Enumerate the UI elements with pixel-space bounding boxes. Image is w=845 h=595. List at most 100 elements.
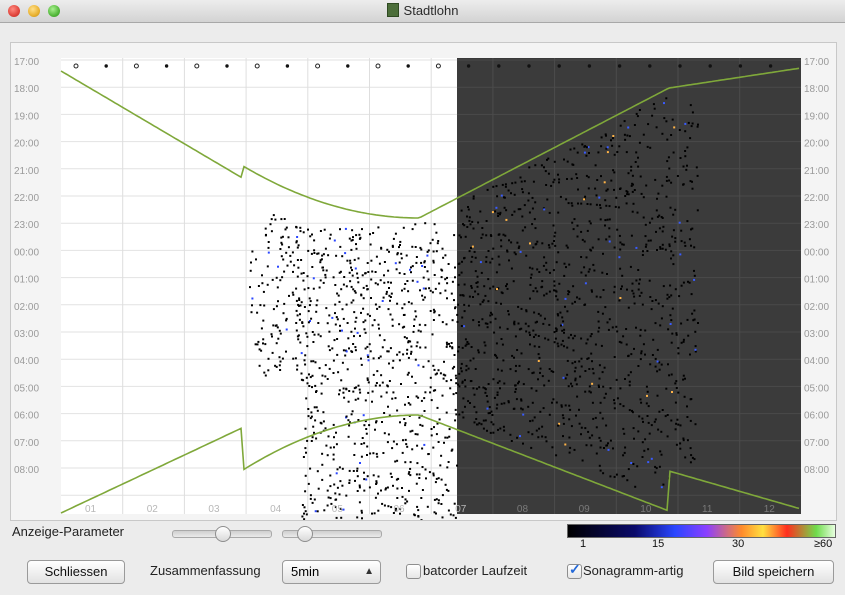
- activity-mark: [494, 210, 497, 213]
- zoom-window-icon[interactable]: [48, 5, 60, 17]
- activity-mark: [376, 455, 379, 458]
- activity-mark: [607, 442, 609, 445]
- activity-mark: [390, 476, 393, 478]
- activity-mark: [618, 256, 621, 259]
- activity-mark: [453, 502, 456, 505]
- activity-mark: [398, 359, 401, 362]
- activity-mark: [587, 146, 590, 149]
- activity-mark: [462, 397, 465, 400]
- activity-mark: [563, 345, 565, 348]
- activity-mark: [285, 226, 288, 229]
- summary-select[interactable]: 5min ▲: [282, 560, 381, 584]
- activity-mark: [356, 469, 359, 472]
- activity-mark: [642, 196, 645, 199]
- activity-mark: [427, 360, 430, 363]
- activity-mark: [282, 258, 285, 261]
- batcorder-checkbox[interactable]: [406, 564, 421, 579]
- activity-mark: [296, 259, 299, 261]
- activity-mark: [502, 425, 505, 428]
- param-slider-1[interactable]: [172, 526, 272, 542]
- activity-mark: [367, 271, 370, 273]
- activity-mark: [619, 403, 622, 406]
- activity-mark: [358, 484, 361, 487]
- activity-mark: [258, 364, 261, 367]
- activity-mark: [435, 477, 438, 480]
- activity-mark: [469, 402, 471, 404]
- activity-mark: [618, 299, 621, 302]
- activity-mark: [463, 283, 466, 286]
- activity-mark: [454, 408, 457, 411]
- activity-mark: [332, 372, 335, 374]
- activity-mark: [407, 396, 409, 398]
- minimize-window-icon[interactable]: [28, 5, 40, 17]
- activity-mark: [375, 420, 378, 423]
- activity-mark: [317, 333, 320, 336]
- activity-mark: [656, 215, 659, 218]
- activity-mark: [334, 303, 337, 306]
- activity-mark: [463, 303, 466, 306]
- close-button[interactable]: Schliessen: [27, 560, 125, 584]
- activity-mark: [499, 213, 501, 216]
- activity-mark: [345, 350, 348, 353]
- activity-mark: [694, 345, 697, 348]
- activity-mark: [338, 393, 340, 396]
- activity-mark: [626, 193, 629, 196]
- activity-mark: [642, 133, 645, 136]
- activity-mark: [619, 241, 622, 244]
- activity-mark: [416, 280, 419, 283]
- close-window-icon[interactable]: [8, 5, 20, 17]
- activity-mark: [301, 504, 304, 506]
- activity-mark: [348, 424, 351, 427]
- activity-mark: [553, 160, 556, 163]
- activity-plot: 17:00 18:00 19:00 20:00 21:00 22:00 23:00 00:00…: [10, 42, 837, 521]
- activity-mark: [489, 321, 492, 324]
- activity-mark: [274, 218, 277, 221]
- activity-mark: [341, 484, 344, 487]
- activity-mark: [442, 373, 445, 376]
- activity-mark: [467, 400, 470, 403]
- activity-mark: [694, 330, 697, 333]
- activity-mark: [322, 253, 325, 256]
- activity-mark: [472, 197, 475, 200]
- activity-mark: [637, 165, 640, 168]
- activity-mark: [671, 235, 674, 238]
- activity-mark: [463, 257, 465, 260]
- activity-mark: [495, 185, 498, 188]
- activity-mark: [304, 363, 307, 366]
- activity-mark: [314, 510, 317, 513]
- activity-mark: [411, 228, 414, 231]
- save-image-button[interactable]: Bild speichern: [713, 560, 834, 584]
- sonagramm-checkbox[interactable]: ✓: [567, 561, 582, 579]
- activity-mark: [585, 256, 588, 259]
- activity-mark: [560, 324, 562, 327]
- activity-mark: [295, 329, 298, 332]
- activity-mark: [413, 514, 416, 517]
- activity-mark: [638, 282, 641, 285]
- activity-mark: [429, 242, 432, 245]
- activity-mark: [678, 295, 681, 298]
- activity-mark: [616, 228, 619, 231]
- activity-mark: [263, 304, 266, 307]
- activity-mark: [518, 364, 521, 367]
- activity-mark: [686, 220, 689, 223]
- activity-mark: [417, 515, 420, 517]
- activity-mark: [485, 220, 488, 222]
- y-tick-label: 06:00: [804, 411, 829, 422]
- activity-mark: [496, 356, 499, 359]
- activity-mark: [340, 516, 343, 519]
- activity-mark: [570, 333, 572, 336]
- activity-mark: [360, 311, 362, 314]
- activity-mark: [250, 261, 252, 264]
- slider-2-knob[interactable]: [297, 526, 313, 542]
- activity-mark: [312, 360, 315, 363]
- activity-mark: [359, 462, 361, 464]
- activity-mark: [389, 313, 392, 316]
- activity-mark: [408, 471, 411, 474]
- param-slider-2[interactable]: [282, 526, 382, 542]
- activity-mark: [354, 349, 357, 352]
- activity-mark: [360, 511, 363, 514]
- activity-mark: [601, 271, 604, 274]
- activity-mark: [547, 157, 550, 160]
- activity-mark: [563, 274, 566, 277]
- slider-1-knob[interactable]: [215, 526, 231, 542]
